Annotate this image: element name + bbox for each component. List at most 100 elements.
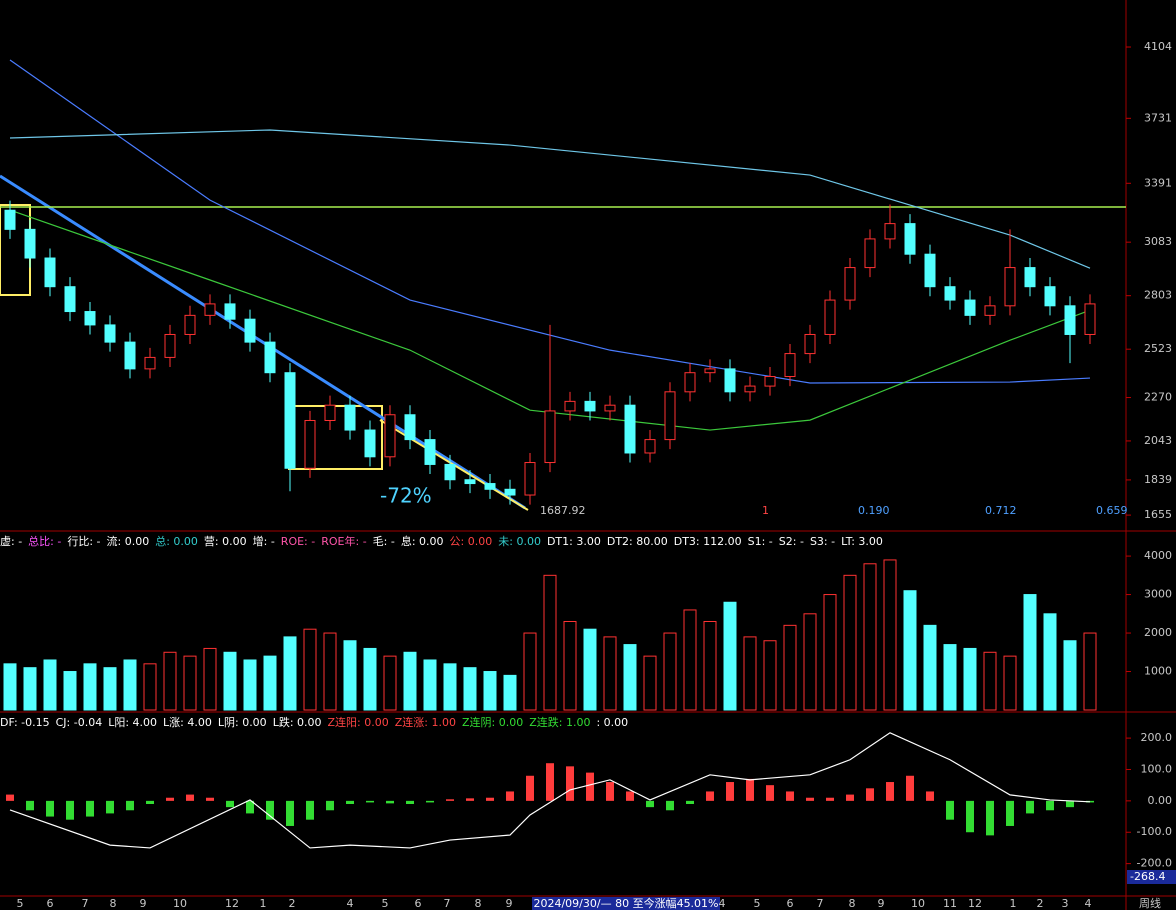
macd-bar [146,800,154,804]
x-tick-label: 8 [475,897,482,910]
volume-bar [43,659,57,711]
candle-body [424,439,436,465]
x-tick-label: 6 [47,897,54,910]
indicator: 未: 0.00 [498,535,541,548]
y-tick-label: 4000 [1144,549,1172,562]
indicator: 总: 0.00 [155,535,198,548]
candle-body [84,311,96,326]
macd-bar [466,798,474,801]
volume-bar [943,644,957,711]
candle-body [244,318,256,343]
volume-bar [863,563,877,711]
volume-bar [423,659,437,711]
macd-bar [406,800,414,804]
volume-bar [483,671,497,711]
x-tick-label: 9 [140,897,147,910]
y-tick-label: 200.0 [1141,731,1173,744]
indicator: 总比: - [28,535,62,548]
volume-bar [963,647,977,711]
macd-bar [946,800,954,820]
volume-bar [983,651,997,711]
x-tick-label: 6 [787,897,794,910]
moving-average [9,209,1091,431]
candle-body [464,479,476,485]
candle-body [64,286,76,313]
volume-bar [163,651,177,711]
y-tick-label: 3391 [1144,176,1172,189]
y-tick-label: 3083 [1144,235,1172,248]
candle-body [164,333,176,358]
candle-body [484,483,496,490]
macd-bar [326,800,334,811]
volume-bar [683,609,697,711]
macd-bar [606,782,614,801]
candle-body [904,223,916,255]
moving-average [9,129,1091,269]
macd-bar [726,782,734,801]
volume-bar [663,632,677,711]
x-tick-label: 9 [878,897,885,910]
candle-body [344,404,356,431]
macd-bar [846,794,854,801]
x-tick-label: 8 [849,897,856,910]
indicator: : 0.00 [596,716,629,729]
macd-bar [186,794,194,801]
macd-bar [986,800,994,836]
annotation: 0.659 [1096,504,1128,517]
volume-bar [243,659,257,711]
x-tick-label: 10 [173,897,187,910]
candle-body [524,462,536,496]
candle-body [384,414,396,458]
volume-bar [883,559,897,711]
macd-bar [446,799,454,801]
annotation: 0.190 [858,504,890,517]
indicator: 息: 0.00 [400,535,444,548]
candle-body [204,303,216,316]
macd-bar [766,785,774,801]
volume-bar [183,655,197,711]
volume-bar [503,674,517,711]
candle-body [724,368,736,393]
x-tick-label: 2 [1037,897,1044,910]
macd-bar [86,800,94,817]
x-tick-label: 1 [1010,897,1017,910]
macd-bar [506,791,514,801]
volume-bar [103,667,117,711]
indicator: Z连跌: 1.00 [529,716,591,729]
macd-bar [206,797,214,801]
x-tick-label: 2024/09/30/— 80 至今涨幅45.01% [533,896,718,910]
moving-average [9,59,1091,384]
x-tick-label: 7 [817,897,824,910]
x-tick-label: 10 [911,897,925,910]
candle-body [1044,286,1056,307]
macd-bar [246,800,254,814]
candle-body [704,368,716,374]
dif-line [9,732,1091,849]
x-tick-label: 5 [754,897,761,910]
indicator: 公: 0.00 [449,535,493,548]
candle-body [584,400,596,412]
macd-bar [266,800,274,820]
indicator: 虚: - [0,535,23,548]
volume-bar [743,636,757,711]
annotation: 0.712 [985,504,1017,517]
macd-bar [966,800,974,833]
volume-bar [703,621,717,711]
volume-bar [583,628,597,711]
indicator: L阳: 4.00 [108,716,158,729]
candle-body [844,267,856,301]
volume-bar [123,659,137,711]
candle-body [444,463,456,481]
indicator: L阴: 0.00 [217,716,267,729]
volume-bar [1023,594,1037,711]
candle-body [404,414,416,441]
volume-bar [763,640,777,711]
macd-bar [526,775,534,801]
volume-bar [383,655,397,711]
macd-bar [906,775,914,801]
indicator-bar: 虚: - 总比: - 行比: - 流: 0.00 总: 0.00 营: 0.00 增: - R… [0,533,889,549]
y-tick-label: 2043 [1144,434,1172,447]
candle-body [684,372,696,393]
annotation: 1 [762,504,769,517]
